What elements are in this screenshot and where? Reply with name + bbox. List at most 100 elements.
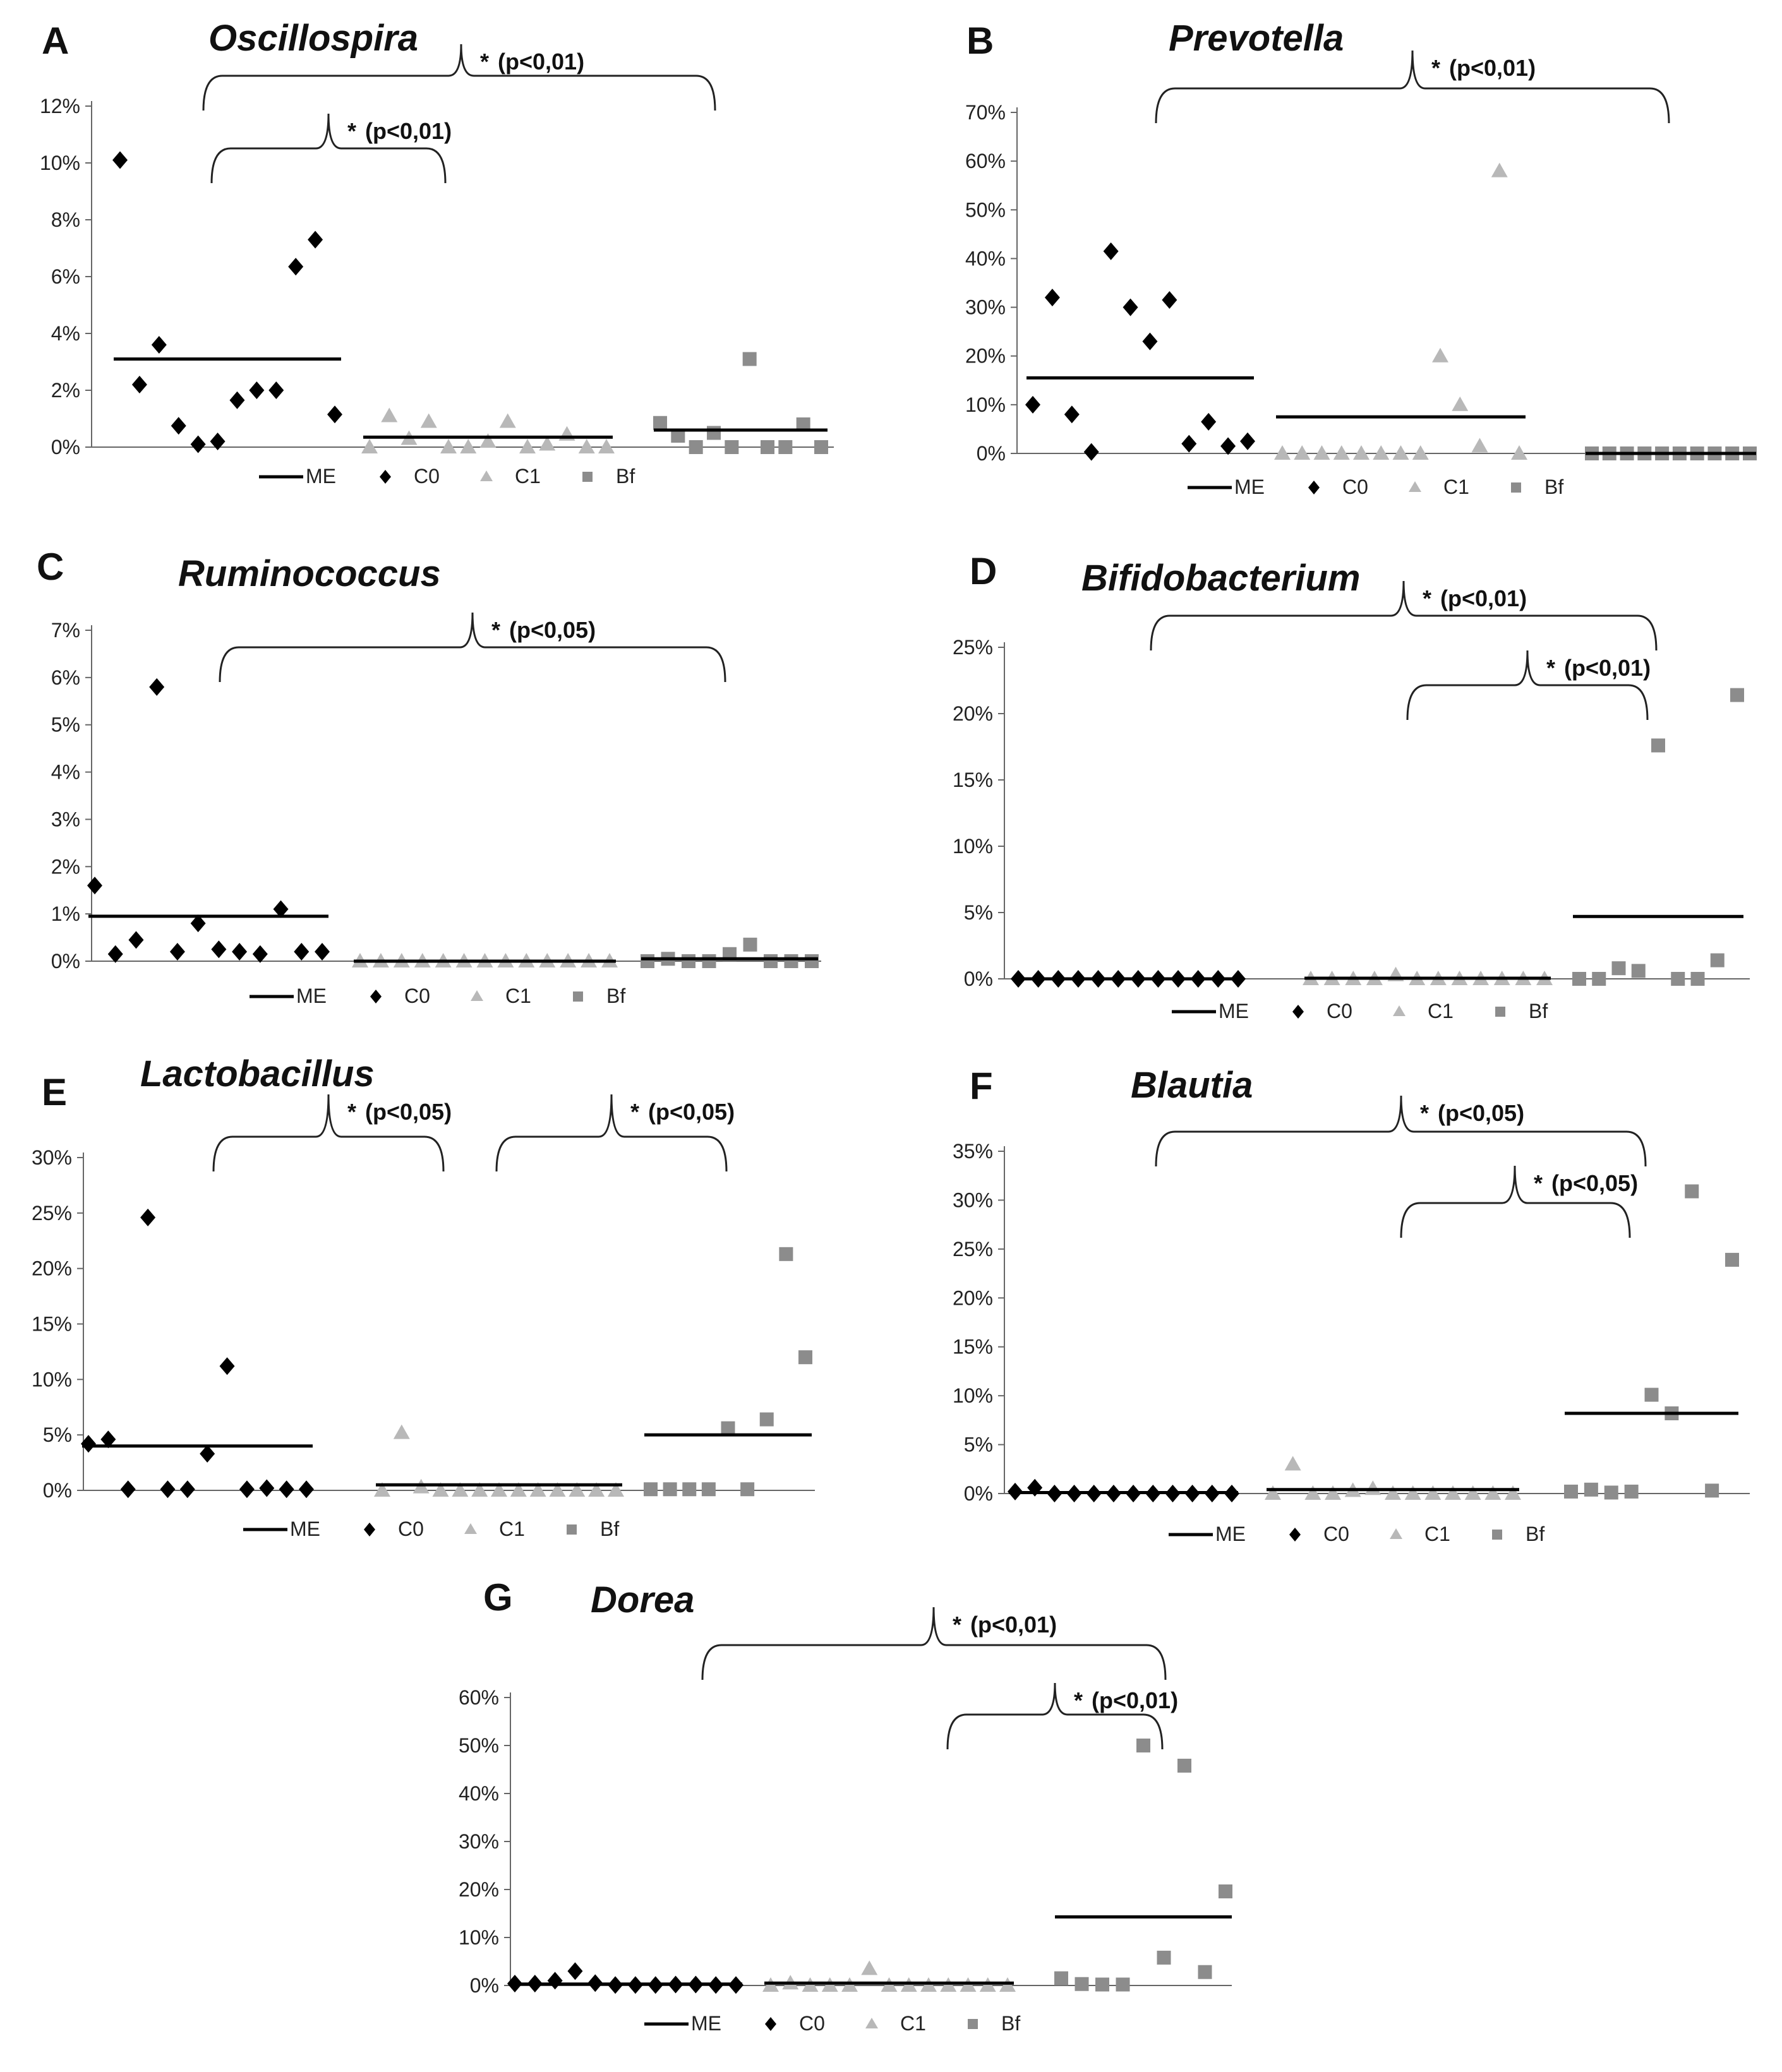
y-tick-label: 20% (953, 702, 993, 725)
legend-label-me: ME (296, 985, 327, 1007)
data-point-bf (671, 429, 685, 443)
legend-label-bf: Bf (616, 465, 635, 488)
data-point-c0 (1142, 332, 1158, 350)
data-point-c1 (440, 439, 457, 453)
data-point-c0 (279, 1480, 294, 1499)
data-point-c1 (420, 413, 437, 428)
data-point-bf (761, 440, 774, 454)
significance-bracket (1155, 1095, 1647, 1167)
data-point-bf (1725, 1252, 1739, 1267)
data-point-bf (1705, 1483, 1719, 1498)
data-point-bf (701, 1482, 716, 1497)
data-point-c0 (273, 900, 289, 918)
legend-label-co: C0 (1323, 1523, 1349, 1545)
data-point-bf (1584, 1482, 1598, 1497)
data-point-bf (1631, 964, 1646, 978)
data-point-c0 (1083, 443, 1099, 461)
significance-star: * (347, 118, 356, 144)
y-tick-label: 10% (40, 152, 80, 174)
significance-star: * (1534, 1170, 1543, 1196)
y-tick-label: 15% (953, 1336, 993, 1358)
data-point-c1 (1511, 445, 1527, 460)
legend-co-swatch (364, 1523, 375, 1536)
data-point-c1 (1265, 1485, 1281, 1500)
data-point-bf (1651, 738, 1665, 753)
data-point-bf (1136, 1739, 1150, 1752)
panel-letter: E (42, 1071, 67, 1113)
legend: ME C0 C1 Bf (259, 465, 635, 488)
data-point-bf (1644, 1387, 1659, 1402)
panel-g: G Dorea 0% 10% 20% 30% 40% 50% 60% * (p<0,01) * (p<0… (459, 1576, 1232, 2035)
y-tick-label: 10% (459, 1926, 499, 1949)
panel-d: D Bifidobacterium 0% 5% 10% 15% 20% 25% * (p<0,01… (953, 550, 1750, 1022)
data-point-c0 (1025, 395, 1040, 414)
data-point-c1 (1284, 1456, 1301, 1471)
y-tick-label: 60% (965, 150, 1006, 172)
data-point-c0 (327, 405, 342, 424)
legend-label-c1: C1 (1424, 1523, 1450, 1545)
y-tick-label: 40% (965, 247, 1006, 270)
y-tick-label: 1% (51, 902, 80, 925)
y-tick-label: 2% (51, 855, 80, 878)
data-point-c0 (131, 376, 147, 393)
data-point-c0 (1240, 432, 1255, 450)
y-tick-label: 7% (51, 619, 80, 642)
legend-label-co: C0 (799, 2012, 825, 2035)
data-point-bf (707, 426, 721, 440)
significance-bracket (202, 44, 716, 111)
data-point-bf (725, 440, 739, 454)
significance-label: (p<0,01) (1440, 585, 1527, 611)
y-tick-label: 0% (964, 1482, 993, 1505)
significance-label: (p<0,01) (365, 118, 452, 144)
legend-label-co: C0 (1327, 1000, 1352, 1022)
data-point-c0 (87, 877, 102, 895)
panel-letter: B (966, 20, 994, 62)
legend-bf-swatch (1495, 1007, 1505, 1017)
y-tick-label: 8% (51, 208, 80, 231)
legend-bf-swatch (1492, 1530, 1502, 1540)
data-point-c0 (299, 1480, 314, 1499)
y-tick-label: 30% (965, 296, 1006, 319)
data-point-c0 (229, 391, 245, 409)
panel-a: A Oscillospira 0% 2% 4% 6% 8% 10% 12% * (p<0,01) * (… (40, 18, 834, 488)
data-point-bf (1572, 972, 1586, 986)
data-point-bf (702, 954, 716, 968)
significance-bracket (946, 1682, 1164, 1750)
data-point-c1 (588, 1482, 605, 1497)
data-point-bf (1054, 1971, 1068, 1985)
data-point-c1 (381, 407, 398, 422)
significance-star: * (1420, 1100, 1429, 1126)
data-point-bf (1116, 1977, 1130, 1992)
panel-b: B Prevotella 0% 10% 20% 30% 40% 50% 60% 70% * (p<0,… (965, 18, 1757, 498)
data-point-bf (740, 1482, 755, 1497)
legend-co-swatch (370, 990, 382, 1003)
significance-bracket (219, 612, 726, 683)
significance-label: (p<0,01) (1564, 655, 1651, 681)
data-point-c0 (140, 1208, 156, 1226)
legend-c1-swatch (1390, 1528, 1402, 1539)
legend-label-me: ME (306, 465, 336, 488)
y-tick-label: 25% (32, 1202, 72, 1225)
data-point-c0 (128, 931, 144, 949)
legend: ME C0 C1 Bf (250, 985, 625, 1007)
significance-star: * (1431, 55, 1440, 81)
data-point-bf (778, 440, 793, 454)
data-point-bf (805, 954, 819, 968)
data-point-c0 (288, 258, 304, 276)
y-tick-label: 0% (51, 950, 80, 973)
data-point-c0 (1064, 405, 1080, 424)
data-point-c0 (210, 433, 226, 450)
data-point-c1 (471, 1482, 488, 1497)
data-point-c0 (190, 435, 206, 453)
data-point-bf (1710, 953, 1725, 967)
data-point-bf (1219, 1884, 1232, 1899)
data-point-c0 (81, 1435, 96, 1453)
significance-star: * (1074, 1687, 1083, 1713)
significance-bracket (1400, 1165, 1631, 1238)
data-point-c0 (567, 1962, 583, 1980)
significance-bracket (1155, 50, 1670, 124)
data-point-bf (1095, 1977, 1109, 1992)
data-point-bf (1604, 1485, 1618, 1500)
data-point-c1 (519, 439, 536, 453)
panel-letter: D (970, 550, 997, 592)
